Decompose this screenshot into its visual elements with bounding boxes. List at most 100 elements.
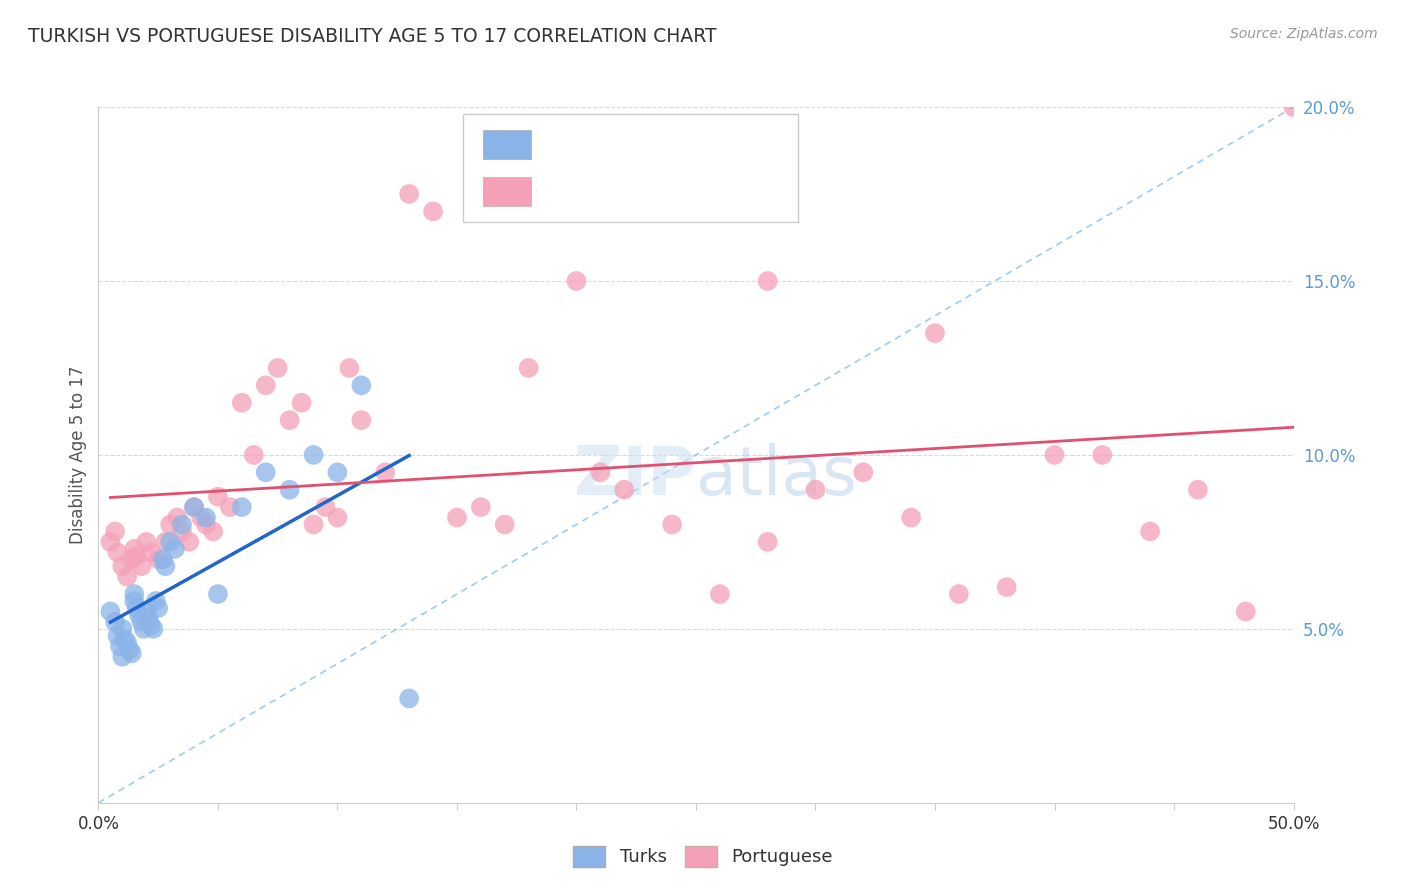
Point <box>709 587 731 601</box>
Point <box>114 632 136 647</box>
Point <box>124 541 146 556</box>
Point <box>948 587 970 601</box>
Point <box>613 483 636 497</box>
Point <box>132 622 155 636</box>
Point <box>111 649 134 664</box>
Point <box>446 510 468 524</box>
Point <box>138 611 160 625</box>
Point <box>231 396 253 410</box>
Text: ZIP: ZIP <box>574 442 696 508</box>
Point <box>111 622 134 636</box>
Text: N = 37: N = 37 <box>675 136 737 153</box>
Point <box>131 559 153 574</box>
Point <box>155 559 177 574</box>
Text: R = 0.424: R = 0.424 <box>546 136 637 153</box>
Point <box>159 517 181 532</box>
Point <box>1234 605 1257 619</box>
FancyBboxPatch shape <box>484 177 531 206</box>
Point <box>125 601 148 615</box>
Point <box>207 490 229 504</box>
Point <box>398 187 420 202</box>
Legend: Turks, Portuguese: Turks, Portuguese <box>565 838 841 874</box>
Point <box>1330 466 1353 480</box>
Point <box>302 517 325 532</box>
Point <box>278 483 301 497</box>
Point <box>1378 448 1400 462</box>
Point <box>398 691 420 706</box>
Point <box>1139 524 1161 539</box>
Point <box>124 594 146 608</box>
Point <box>98 605 122 619</box>
Point <box>231 500 253 514</box>
Point <box>1282 100 1305 114</box>
Point <box>139 545 162 559</box>
Point <box>661 517 683 532</box>
Point <box>125 549 148 563</box>
Point <box>107 629 129 643</box>
Point <box>337 360 360 375</box>
Point <box>254 378 277 392</box>
FancyBboxPatch shape <box>463 114 797 222</box>
Point <box>104 615 127 629</box>
Point <box>166 510 188 524</box>
Point <box>202 524 225 539</box>
Point <box>207 587 229 601</box>
Point <box>190 510 212 524</box>
Point <box>194 510 217 524</box>
Point <box>290 396 312 410</box>
Y-axis label: Disability Age 5 to 17: Disability Age 5 to 17 <box>69 366 87 544</box>
Point <box>470 500 492 514</box>
Point <box>131 615 153 629</box>
Point <box>155 534 177 549</box>
Point <box>302 448 325 462</box>
Point <box>326 466 349 480</box>
Point <box>804 483 827 497</box>
Point <box>118 642 141 657</box>
Point <box>115 570 138 584</box>
Point <box>172 517 194 532</box>
Point <box>1187 483 1209 497</box>
Text: TURKISH VS PORTUGUESE DISABILITY AGE 5 TO 17 CORRELATION CHART: TURKISH VS PORTUGUESE DISABILITY AGE 5 T… <box>28 27 717 45</box>
Point <box>135 605 157 619</box>
Point <box>900 510 922 524</box>
Point <box>267 360 290 375</box>
Point <box>315 500 337 514</box>
Point <box>183 500 205 514</box>
Point <box>115 636 138 650</box>
Point <box>121 646 143 660</box>
Point <box>179 534 201 549</box>
Point <box>219 500 242 514</box>
FancyBboxPatch shape <box>484 130 531 159</box>
Point <box>1091 448 1114 462</box>
Point <box>152 552 174 566</box>
Point <box>995 580 1018 594</box>
Point <box>756 534 779 549</box>
Point <box>121 552 143 566</box>
Point <box>148 552 170 566</box>
Point <box>1043 448 1066 462</box>
Point <box>172 524 194 539</box>
Point <box>124 587 146 601</box>
Text: N = 63: N = 63 <box>675 182 737 200</box>
Point <box>326 510 349 524</box>
Text: Source: ZipAtlas.com: Source: ZipAtlas.com <box>1230 27 1378 41</box>
Point <box>541 204 564 219</box>
Point <box>517 360 540 375</box>
Point <box>422 204 444 219</box>
Point <box>243 448 266 462</box>
Point <box>350 378 373 392</box>
Point <box>135 534 157 549</box>
Point <box>148 601 170 615</box>
Point <box>128 607 150 622</box>
Point <box>139 618 162 632</box>
Point <box>350 413 373 427</box>
Point <box>163 541 186 556</box>
Text: atlas: atlas <box>696 442 856 508</box>
Point <box>565 274 588 288</box>
Point <box>924 326 946 340</box>
Point <box>159 534 181 549</box>
Point <box>107 545 129 559</box>
Point <box>194 517 217 532</box>
Point <box>852 466 875 480</box>
Point <box>142 622 165 636</box>
